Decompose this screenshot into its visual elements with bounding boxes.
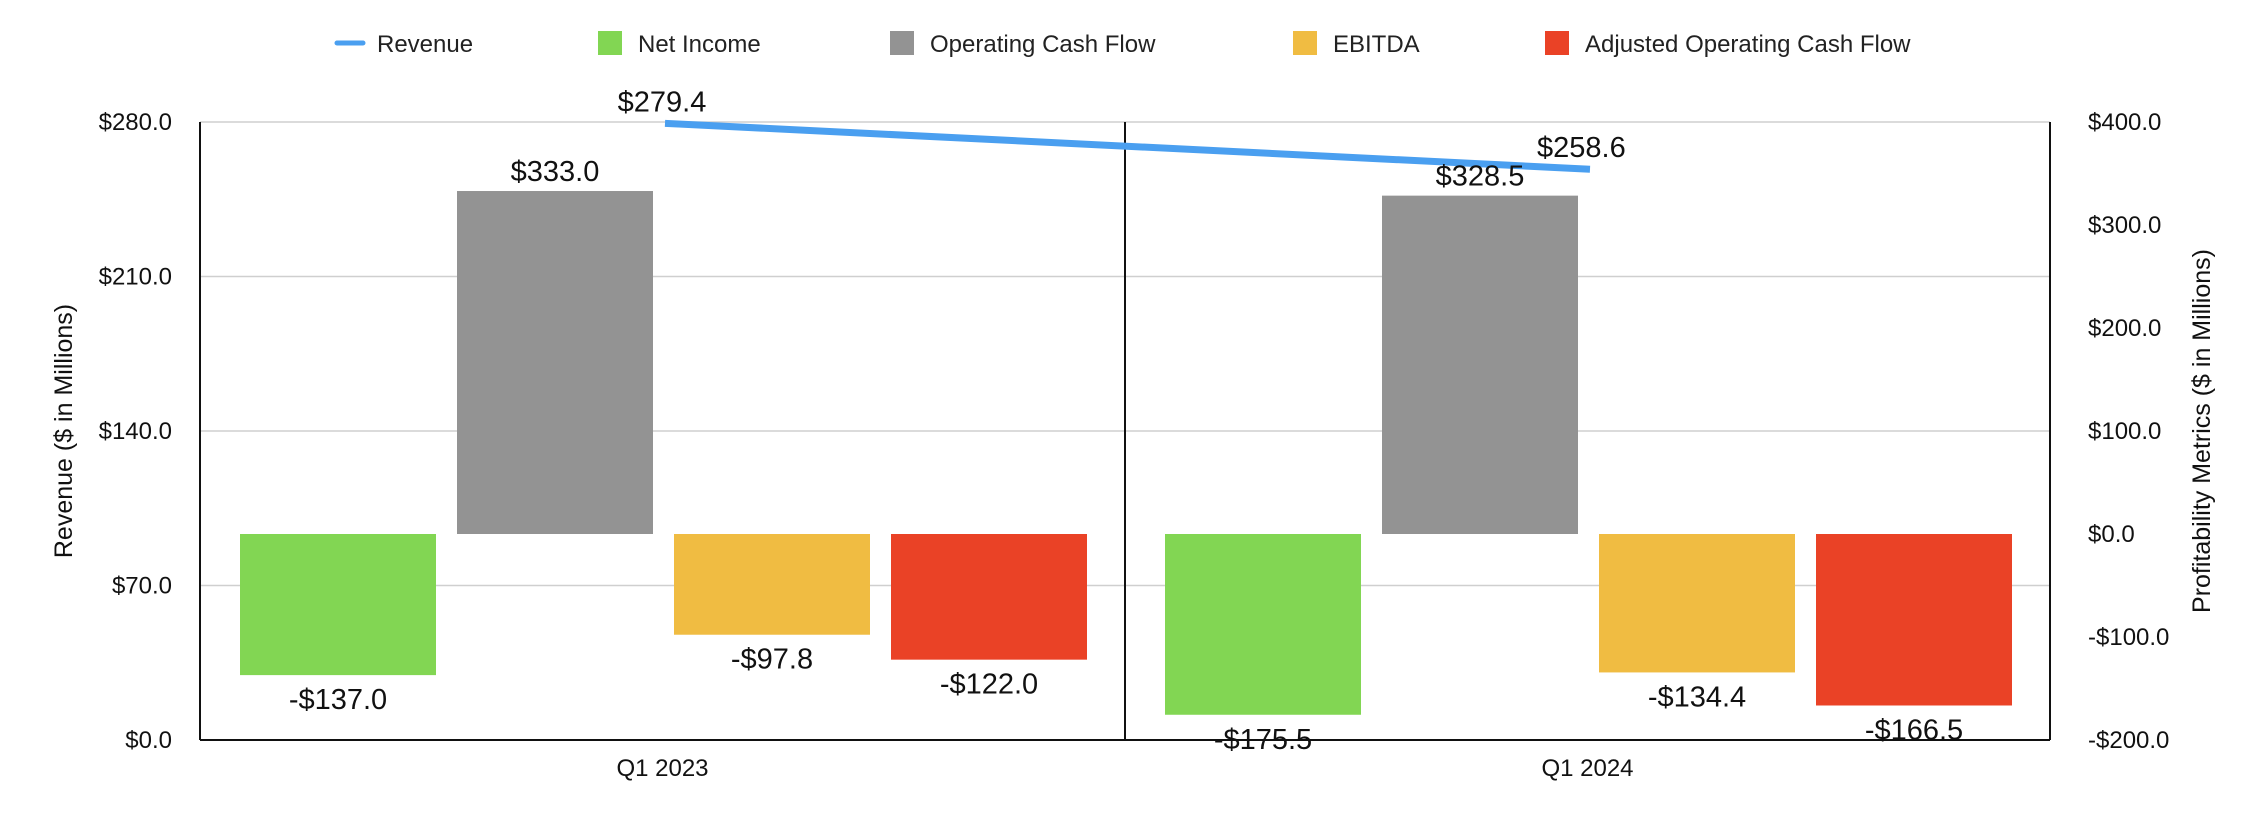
legend-swatch-operating-cash-flow — [890, 31, 914, 55]
bar-value-label: -$134.4 — [1648, 681, 1746, 713]
left-axis-tick-label: $280.0 — [99, 109, 172, 136]
bars — [240, 191, 2012, 715]
bar-operating-cash-flow — [457, 191, 653, 534]
legend: Revenue Net Income Operating Cash Flow EBIT… — [334, 31, 1911, 58]
left-axis-tick-label: $0.0 — [125, 727, 172, 754]
legend-swatch-net-income — [598, 31, 622, 55]
bar-value-label: -$175.5 — [1214, 724, 1312, 756]
right-axis-tick-label: $300.0 — [2088, 212, 2161, 239]
revenue-line — [664, 119, 1591, 173]
bar-ebitda — [1599, 534, 1795, 673]
bar-value-label: $333.0 — [511, 156, 600, 188]
legend-label-net-income: Net Income — [638, 31, 761, 58]
left-axis-tick-label: $70.0 — [112, 573, 172, 600]
right-axis-tick-label: $400.0 — [2088, 109, 2161, 136]
legend-label-adjusted-operating-cash-flow: Adjusted Operating Cash Flow — [1585, 31, 1911, 58]
revenue-line-path — [664, 119, 1591, 173]
category-label: Q1 2024 — [1541, 755, 1633, 782]
bar-value-label: $328.5 — [1436, 161, 1525, 193]
bar-value-label: -$137.0 — [289, 684, 387, 716]
bar-value-label: -$166.5 — [1865, 714, 1963, 746]
legend-label-revenue: Revenue — [377, 31, 473, 58]
right-axis-tick-label: $200.0 — [2088, 315, 2161, 342]
bar-net-income — [1165, 534, 1361, 715]
right-axis-tick-label: -$200.0 — [2088, 727, 2169, 754]
bar-ebitda — [674, 534, 870, 635]
bar-adjusted-operating-cash-flow — [1816, 534, 2012, 706]
category-label: Q1 2023 — [616, 755, 708, 782]
left-axis-tick-label: $140.0 — [99, 418, 172, 445]
bar-operating-cash-flow — [1382, 195, 1578, 534]
bar-value-label: -$97.8 — [731, 644, 813, 676]
right-axis-tick-label: $0.0 — [2088, 521, 2135, 548]
right-axis-tick-label: $100.0 — [2088, 418, 2161, 445]
legend-swatch-ebitda — [1293, 31, 1317, 55]
bar-net-income — [240, 534, 436, 676]
right-axis-tick-label: -$100.0 — [2088, 624, 2169, 651]
legend-label-ebitda: EBITDA — [1333, 31, 1420, 58]
left-axis-title: Revenue ($ in Millions) — [50, 304, 78, 558]
legend-swatch-adjusted-operating-cash-flow — [1545, 31, 1569, 55]
left-axis-tick-label: $210.0 — [99, 264, 172, 291]
revenue-value-label: $279.4 — [618, 86, 707, 118]
data-labels: -$137.0 -$175.5 $333.0 $328.5 -$97.8 -$134.4 -… — [289, 86, 1963, 755]
bar-value-label: -$122.0 — [940, 669, 1038, 701]
right-axis-title: Profitability Metrics ($ in Millions) — [2188, 249, 2216, 613]
axes: $0.0 $70.0 $140.0 $210.0 $280.0 -$200.0 -$100.… — [50, 109, 2216, 782]
legend-label-operating-cash-flow: Operating Cash Flow — [930, 31, 1156, 58]
bar-adjusted-operating-cash-flow — [891, 534, 1087, 660]
revenue-value-label: $258.6 — [1537, 132, 1626, 164]
